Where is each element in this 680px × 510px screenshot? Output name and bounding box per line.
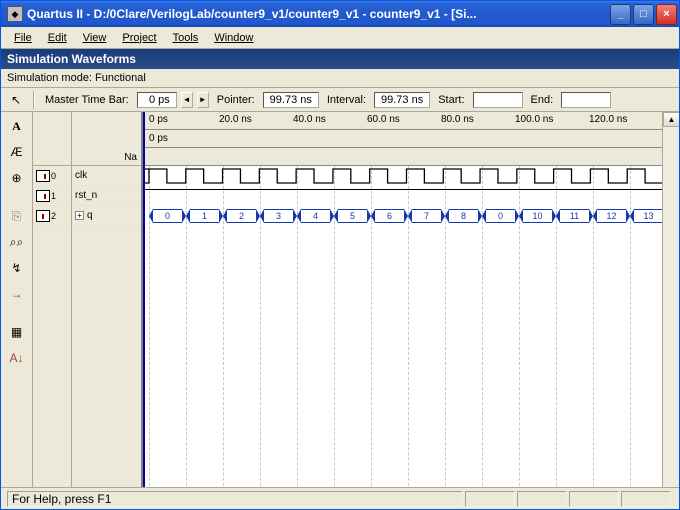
status-cell-1 bbox=[465, 491, 515, 507]
menu-edit[interactable]: Edit bbox=[40, 29, 75, 47]
close-button[interactable]: × bbox=[656, 4, 677, 25]
bus-value: 10 bbox=[523, 209, 552, 223]
signal-name-column: Na clkrst_n+q bbox=[71, 112, 141, 487]
menu-window[interactable]: Window bbox=[206, 29, 261, 47]
master-time-value: 0 ps bbox=[137, 92, 177, 108]
time-tick-label: 60.0 ns bbox=[367, 114, 400, 125]
text-tool-icon[interactable]: A bbox=[6, 116, 28, 136]
bus-value: 2 bbox=[227, 209, 256, 223]
statusbar: For Help, press F1 bbox=[1, 487, 679, 509]
bus-value: 1 bbox=[190, 209, 219, 223]
arrow-tool-icon[interactable]: → bbox=[6, 284, 28, 304]
titlebar-text: Quartus II - D:/0Clare/VerilogLab/counte… bbox=[27, 7, 610, 21]
signal-panel: 012 Na clkrst_n+q bbox=[33, 112, 143, 487]
bus-value: 12 bbox=[597, 209, 626, 223]
maximize-button[interactable]: □ bbox=[633, 4, 654, 25]
bus-value: 0 bbox=[486, 209, 515, 223]
time-ruler[interactable]: 0 ps 20.0 ns 40.0 ns 60.0 ns 80.0 ns 100.0 ns… bbox=[145, 112, 662, 130]
pointer-label: Pointer: bbox=[213, 94, 259, 106]
interval-value: 99.73 ns bbox=[374, 92, 430, 108]
bus-value: 4 bbox=[301, 209, 330, 223]
signal-name-cell[interactable]: clk bbox=[72, 166, 141, 186]
name-header: Na bbox=[72, 112, 141, 166]
symbol-tool-icon[interactable]: Æ bbox=[6, 142, 28, 162]
bus-value: 11 bbox=[560, 209, 589, 223]
end-label: End: bbox=[527, 94, 558, 106]
menu-file[interactable]: File bbox=[6, 29, 40, 47]
expand-icon[interactable]: + bbox=[75, 211, 84, 220]
time-prev-button[interactable]: ◄ bbox=[181, 92, 193, 108]
interval-label: Interval: bbox=[323, 94, 370, 106]
scroll-up-button[interactable]: ▲ bbox=[663, 112, 679, 127]
window-controls: _ □ × bbox=[610, 4, 677, 25]
time-toolbar: ↖ Master Time Bar: 0 ps ◄ ► Pointer: 99.… bbox=[1, 88, 679, 112]
status-cell-3 bbox=[569, 491, 619, 507]
signal-name-cell[interactable]: +q bbox=[72, 206, 141, 226]
master-time-label: Master Time Bar: bbox=[41, 94, 133, 106]
app-icon: ◆ bbox=[7, 6, 23, 22]
waves-canvas[interactable]: 012345678010111213 bbox=[145, 166, 662, 487]
bus-value: 5 bbox=[338, 209, 367, 223]
minimize-button[interactable]: _ bbox=[610, 4, 631, 25]
separator bbox=[33, 91, 35, 109]
menu-tools[interactable]: Tools bbox=[165, 29, 207, 47]
tool-palette: A Æ ⊕ ⎘ ⌕⌕ ↯ → ▦ A↓ bbox=[1, 112, 33, 487]
find-tool-icon[interactable]: ⌕⌕ bbox=[6, 232, 28, 252]
signal-name-cell[interactable]: rst_n bbox=[72, 186, 141, 206]
menu-project[interactable]: Project bbox=[114, 29, 164, 47]
bus-value: 8 bbox=[449, 209, 478, 223]
pointer-value: 99.73 ns bbox=[263, 92, 319, 108]
time-tick-label: 20.0 ns bbox=[219, 114, 252, 125]
app-window: ◆ Quartus II - D:/0Clare/VerilogLab/coun… bbox=[0, 0, 680, 510]
pointer-tool-icon[interactable]: ↖ bbox=[5, 90, 27, 110]
menubar: File Edit View Project Tools Window bbox=[1, 27, 679, 49]
index-header bbox=[33, 112, 71, 166]
bus-value: 0 bbox=[153, 209, 182, 223]
titlebar: ◆ Quartus II - D:/0Clare/VerilogLab/coun… bbox=[1, 1, 679, 27]
zoom-tool-icon[interactable]: ⊕ bbox=[6, 168, 28, 188]
signal-index-cell[interactable]: 2 bbox=[33, 206, 71, 226]
time-tick-label: 120.0 ns bbox=[589, 114, 627, 125]
signal-index-column: 012 bbox=[33, 112, 71, 487]
waveform-top: 012 Na clkrst_n+q 0 ps20.0 ns40.0 ns60.0… bbox=[33, 112, 679, 487]
cursor-position: 0 ps bbox=[145, 130, 662, 148]
main-area: A Æ ⊕ ⎘ ⌕⌕ ↯ → ▦ A↓ 012 Na cl bbox=[1, 112, 679, 487]
signal-index-cell[interactable]: 1 bbox=[33, 186, 71, 206]
copy-tool-icon[interactable]: ⎘ bbox=[6, 206, 28, 226]
time-tick-label: 40.0 ns bbox=[293, 114, 326, 125]
bus-value: 13 bbox=[634, 209, 662, 223]
time-tick-label: 80.0 ns bbox=[441, 114, 474, 125]
waveform-container: 012 Na clkrst_n+q 0 ps20.0 ns40.0 ns60.0… bbox=[33, 112, 679, 487]
grid-tool-icon[interactable]: ▦ bbox=[6, 322, 28, 342]
status-cell-4 bbox=[621, 491, 671, 507]
bus-waveform: 012345678010111213 bbox=[145, 206, 662, 226]
waveform-panel[interactable]: 0 ps 20.0 ns 40.0 ns 60.0 ns 80.0 ns 100.0 ns… bbox=[143, 112, 662, 487]
signal-index-cell[interactable]: 0 bbox=[33, 166, 71, 186]
sort-tool-icon[interactable]: A↓ bbox=[6, 348, 28, 368]
start-label: Start: bbox=[434, 94, 468, 106]
vscroll-track[interactable] bbox=[663, 127, 679, 487]
status-cell-2 bbox=[517, 491, 567, 507]
rst-waveform bbox=[145, 186, 662, 206]
bus-value: 6 bbox=[375, 209, 404, 223]
time-tick-label: 0 ps bbox=[149, 114, 168, 125]
simulation-mode: Simulation mode: Functional bbox=[1, 69, 679, 88]
start-input[interactable] bbox=[473, 92, 523, 108]
bus-value: 7 bbox=[412, 209, 441, 223]
vertical-scrollbar[interactable]: ▲ ▼ bbox=[662, 112, 679, 487]
branch-tool-icon[interactable]: ↯ bbox=[6, 258, 28, 278]
bus-value: 3 bbox=[264, 209, 293, 223]
menu-view[interactable]: View bbox=[75, 29, 115, 47]
clock-waveform bbox=[145, 166, 662, 186]
tick-row bbox=[145, 148, 662, 166]
time-tick-label: 100.0 ns bbox=[515, 114, 553, 125]
end-input[interactable] bbox=[561, 92, 611, 108]
status-help: For Help, press F1 bbox=[7, 491, 463, 507]
panel-title: Simulation Waveforms bbox=[1, 49, 679, 69]
time-next-button[interactable]: ► bbox=[197, 92, 209, 108]
